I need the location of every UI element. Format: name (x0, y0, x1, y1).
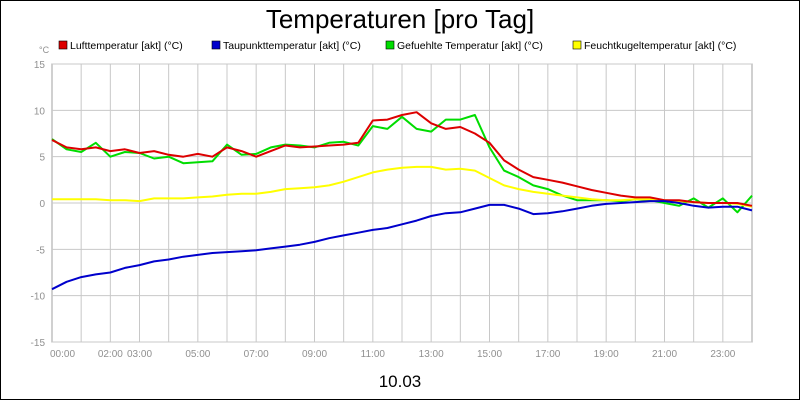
legend-label-2: Gefuehlte Temperatur [akt] (°C) (397, 40, 543, 52)
legend-swatch-1 (211, 40, 221, 50)
y-tick-label: 0 (39, 199, 45, 210)
legend-label-1: Taupunkttemperatur [akt] (°C) (223, 40, 361, 52)
legend-swatch-2 (385, 40, 395, 50)
y-tick-label: 5 (39, 153, 45, 164)
x-tick-label: 15:00 (477, 349, 502, 360)
x-tick-label: 07:00 (244, 349, 269, 360)
legend-label-3: Feuchtkugeltemperatur [akt] (°C) (584, 40, 736, 52)
chart-title: Temperaturen [pro Tag] (266, 4, 534, 34)
y-tick-label: -10 (31, 292, 46, 303)
legend: Lufttemperatur [akt] (°C) Taupunkttempera… (58, 40, 736, 52)
legend-swatch-0 (58, 40, 68, 50)
x-tick-label: 17:00 (535, 349, 560, 360)
x-tick-label: 02:00 (98, 349, 123, 360)
x-tick-label: 05:00 (185, 349, 210, 360)
x-tick-label: 21:00 (652, 349, 677, 360)
y-tick-label: -5 (36, 245, 45, 256)
x-tick-label: 13:00 (419, 349, 444, 360)
x-tick-label: 00:00 (50, 349, 75, 360)
legend-label-0: Lufttemperatur [akt] (°C) (70, 40, 183, 52)
legend-swatch-3 (572, 40, 582, 50)
x-tick-label: 23:00 (710, 349, 735, 360)
y-tick-label: 10 (34, 106, 46, 117)
x-tick-label: 11:00 (361, 349, 386, 360)
y-tick-label: -15 (31, 338, 46, 349)
y-tick-label: 15 (34, 60, 46, 71)
y-axis-unit: °C (39, 45, 50, 55)
x-tick-label: 09:00 (302, 349, 327, 360)
x-tick-label: 19:00 (594, 349, 619, 360)
series-line-3 (52, 165, 753, 208)
x-tick-label: 03:00 (127, 349, 152, 360)
x-axis-label: 10.03 (379, 372, 422, 391)
plot-area: 15 10 5 0 -5 -10 -15 00:00 02:00 03:00 05:00 07:00 0… (31, 45, 753, 360)
series-line-1 (51, 200, 753, 291)
series-line-0 (51, 111, 753, 207)
